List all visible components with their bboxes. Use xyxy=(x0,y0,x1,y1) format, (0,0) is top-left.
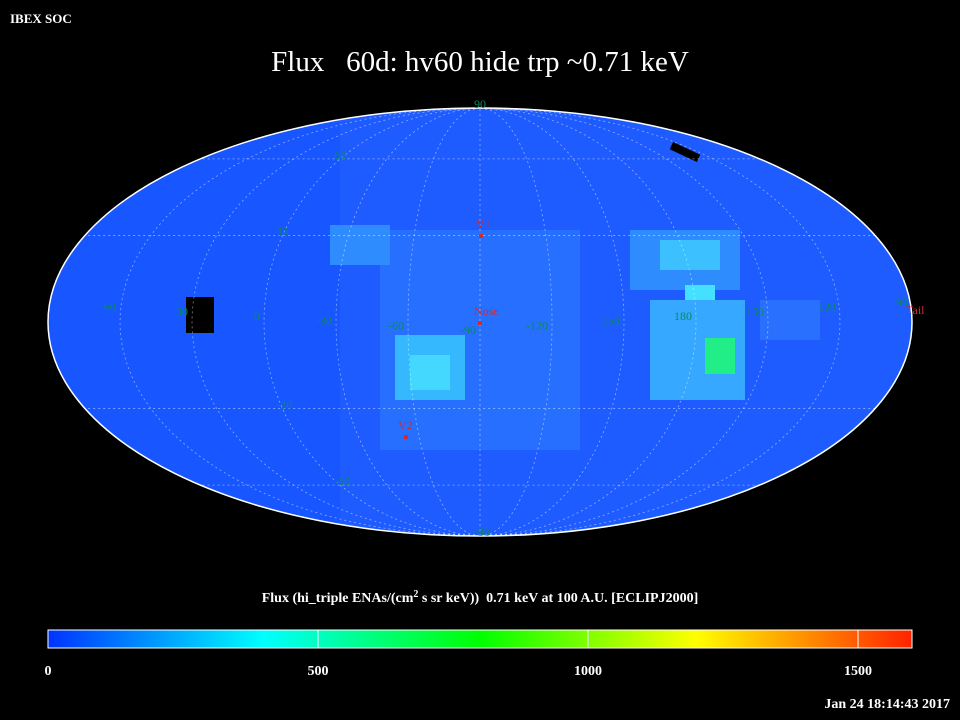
meridian xyxy=(119,108,481,536)
colorbar xyxy=(47,629,913,649)
colorbar-tick-label: 0 xyxy=(45,664,52,679)
lon-label: 150 xyxy=(746,304,764,318)
timestamp: Jan 24 18:14:43 2017 xyxy=(824,697,950,712)
colorbar-tick-label: 1500 xyxy=(844,664,872,679)
lat-label: 30 xyxy=(276,225,288,239)
marker-label: V2 xyxy=(398,418,413,432)
colorbar-tick-label: 500 xyxy=(308,664,329,679)
lon-label: -90 xyxy=(460,323,476,337)
lat-label: 60 xyxy=(334,148,346,162)
lon-label: 60 xyxy=(104,300,116,314)
lon-label: 30 xyxy=(176,304,188,318)
lon-label: -150 xyxy=(598,314,620,328)
colorbar-label: Flux (hi_triple ENAs/(cm2 s sr keV)) 0.7… xyxy=(262,589,699,606)
marker xyxy=(479,234,483,238)
meridian xyxy=(263,108,481,536)
colorbar-ticks: 0 500 1000 1500 xyxy=(45,630,872,679)
lon-label: 120 xyxy=(818,300,836,314)
lon-label: 0 xyxy=(254,309,260,323)
lon-label: -30 xyxy=(316,314,332,328)
lon-label: 180 xyxy=(674,309,692,323)
lat-label: -60 xyxy=(334,474,350,488)
colorbar-tick-label: 1000 xyxy=(574,664,602,679)
marker-label: Nose xyxy=(474,304,499,318)
title: Flux 60d: hv60 hide trp ~0.71 keV xyxy=(271,46,689,78)
marker xyxy=(478,321,482,325)
label-part: s sr keV)) 0.71 keV at 100 A.U. [ECLIPJ2… xyxy=(418,591,698,606)
lat-label: -90 xyxy=(474,525,490,539)
lon-label: -120 xyxy=(526,318,548,332)
marker-label: V1 xyxy=(476,217,491,231)
meridian xyxy=(191,108,481,536)
corner-label: IBEX SOC xyxy=(10,11,72,26)
marker xyxy=(404,435,408,439)
meridian xyxy=(479,108,841,536)
lon-label: -60 xyxy=(388,318,404,332)
label-part: Flux (hi_triple ENAs/(cm xyxy=(262,591,414,606)
meridian xyxy=(479,108,697,536)
graticule-labels: 90 60 30 -30 -60 -90 60 30 0 -30 -60 -90 -120 -150 180… xyxy=(104,97,908,539)
lat-label: -30 xyxy=(276,397,292,411)
lat-label: 90 xyxy=(474,97,486,111)
lon-label: 90 xyxy=(896,295,908,309)
graticule xyxy=(84,108,912,536)
meridian xyxy=(479,108,769,536)
marker-label: Tail xyxy=(906,303,925,317)
label-sup: 2 xyxy=(413,589,418,600)
